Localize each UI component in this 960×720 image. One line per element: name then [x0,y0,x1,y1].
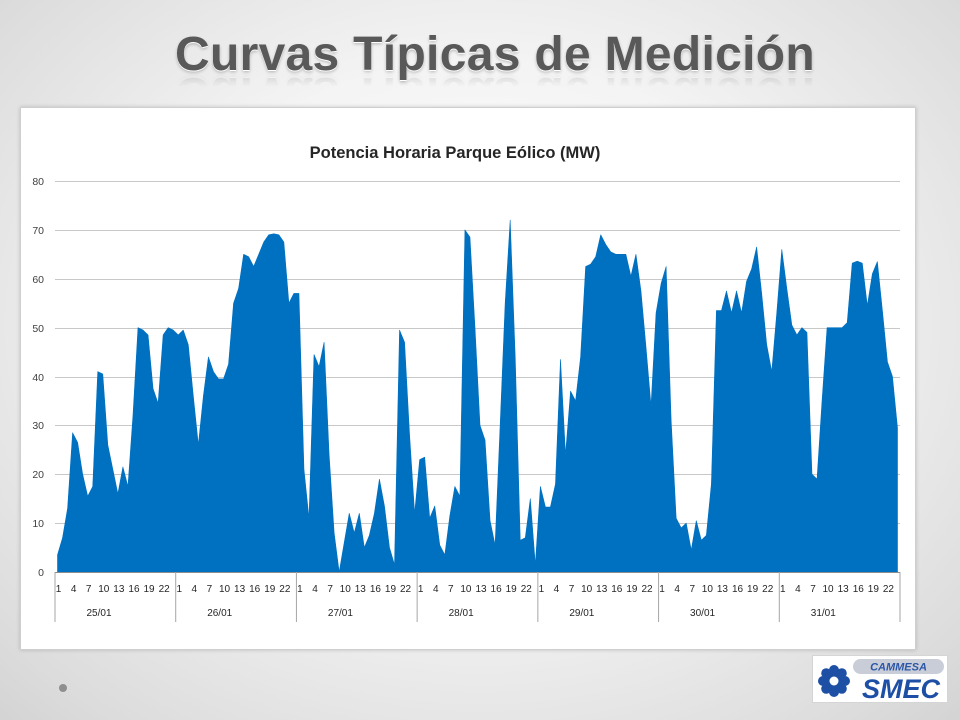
x-day-label: 27/01 [328,608,353,619]
x-hour-tick-label: 7 [569,584,575,595]
x-hour-tick-label: 13 [355,584,367,595]
y-tick-label: 70 [32,225,44,237]
x-hour-tick-label: 22 [762,584,774,595]
y-tick-label: 10 [32,518,44,530]
y-tick-label: 20 [32,469,44,481]
y-axis-labels: 0 10 20 30 40 50 60 70 80 [32,176,44,579]
x-hour-tick-label: 22 [641,584,653,595]
x-hour-tick-label: 19 [626,584,638,595]
x-hour-tick-label: 16 [611,584,623,595]
y-tick-label: 30 [32,420,44,432]
x-hour-tick-label: 16 [853,584,865,595]
x-hour-tick-label: 10 [823,584,835,595]
y-tick-label: 0 [38,567,44,579]
x-day-label: 26/01 [207,608,232,619]
x-hour-tick-label: 19 [264,584,276,595]
y-tick-label: 50 [32,323,44,335]
x-hour-tick-label: 4 [71,584,77,595]
x-hour-tick-label: 7 [327,584,333,595]
x-hour-tick-label: 1 [418,584,424,595]
x-hour-tick-label: 1 [780,584,786,595]
x-hour-tick-label: 16 [491,584,503,595]
x-hour-tick-label: 1 [539,584,545,595]
x-hour-tick-label: 19 [506,584,518,595]
series-area [57,219,898,573]
x-hour-tick-label: 13 [596,584,608,595]
x-hour-tick-label: 4 [795,584,801,595]
x-hour-tick-label: 13 [113,584,125,595]
x-hour-tick-label: 10 [581,584,593,595]
x-hour-tick-label: 13 [475,584,487,595]
x-hour-tick-label: 19 [385,584,397,595]
logo-main-text: SMEC [862,674,941,702]
x-hour-tick-label: 13 [717,584,729,595]
chart-panel: Potencia Horaria Parque Eólico (MW) 0 10 2… [20,107,916,650]
chart-title: Potencia Horaria Parque Eólico (MW) [310,144,601,162]
x-hour-tick-label: 22 [279,584,291,595]
bullet-dot [59,684,67,692]
star-emblem-icon [818,665,850,697]
y-tick-label: 40 [32,372,44,384]
x-hour-tick-label: 10 [340,584,352,595]
x-day-label: 31/01 [811,608,836,619]
x-hour-tick-label: 1 [176,584,182,595]
company-logo: CAMMESA SMEC [812,655,948,703]
x-hour-tick-label: 22 [521,584,533,595]
logo-top-text: CAMMESA [870,662,927,674]
x-hour-tick-label: 22 [400,584,412,595]
x-hour-tick-label: 13 [234,584,246,595]
x-hour-tick-label: 4 [192,584,198,595]
x-hour-tick-label: 1 [56,584,62,595]
x-hour-tick-label: 16 [128,584,140,595]
x-hour-tick-label: 22 [159,584,171,595]
x-hour-tick-label: 10 [219,584,231,595]
area-chart: Potencia Horaria Parque Eólico (MW) 0 10 2… [32,144,901,622]
x-day-label: 30/01 [690,608,715,619]
x-day-label: 29/01 [569,608,594,619]
x-hour-tick-label: 7 [810,584,816,595]
x-day-label: 25/01 [86,608,111,619]
x-hour-tick-label: 4 [433,584,439,595]
x-hour-tick-label: 4 [312,584,318,595]
x-hour-tick-label: 16 [249,584,261,595]
x-hour-tick-label: 19 [747,584,759,595]
x-hour-tick-label: 10 [460,584,472,595]
x-hour-tick-label: 1 [297,584,303,595]
x-hour-tick-label: 4 [674,584,680,595]
y-tick-label: 80 [32,176,44,188]
y-tick-label: 60 [32,274,44,286]
x-day-label: 28/01 [449,608,474,619]
x-hour-tick-label: 1 [659,584,665,595]
x-hour-tick-label: 19 [868,584,880,595]
logo-top-pill [853,659,944,674]
x-hour-tick-label: 13 [838,584,850,595]
x-hour-tick-label: 7 [86,584,92,595]
logo-graphic: CAMMESA SMEC [818,659,944,702]
x-hour-tick-label: 7 [448,584,454,595]
x-hour-tick-label: 10 [98,584,110,595]
x-hour-tick-label: 19 [143,584,155,595]
x-hour-tick-label: 7 [689,584,695,595]
x-hour-tick-label: 10 [702,584,714,595]
slide-title: Curvas Típicas de Medición [175,28,815,81]
x-hour-tick-label: 7 [207,584,213,595]
x-hour-tick-label: 16 [732,584,744,595]
x-hour-tick-label: 4 [554,584,560,595]
x-hour-tick-label: 16 [370,584,382,595]
x-hour-tick-label: 22 [883,584,895,595]
